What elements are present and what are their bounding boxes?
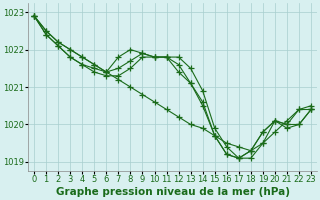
X-axis label: Graphe pression niveau de la mer (hPa): Graphe pression niveau de la mer (hPa): [56, 187, 290, 197]
